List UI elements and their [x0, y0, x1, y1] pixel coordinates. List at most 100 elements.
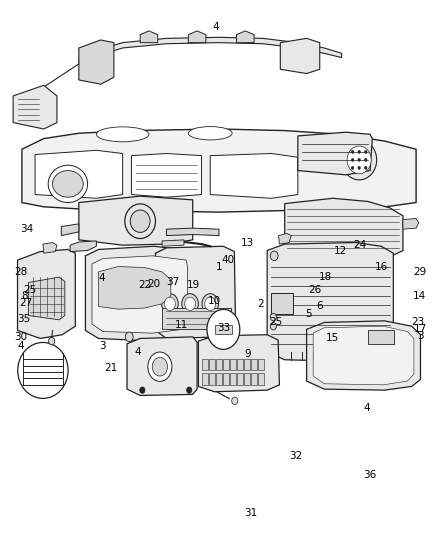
Text: 30: 30 [14, 332, 28, 342]
Text: 13: 13 [241, 238, 254, 247]
Polygon shape [79, 40, 114, 84]
Polygon shape [35, 150, 123, 198]
Text: 3: 3 [99, 342, 106, 351]
Bar [209, 373, 215, 385]
Text: 15: 15 [326, 334, 339, 343]
Text: 14: 14 [413, 291, 426, 301]
Ellipse shape [270, 313, 276, 321]
Text: 34: 34 [21, 224, 34, 234]
Ellipse shape [162, 294, 178, 314]
Ellipse shape [125, 204, 155, 239]
Ellipse shape [358, 150, 360, 154]
Bar [216, 373, 222, 385]
Ellipse shape [351, 166, 354, 169]
Ellipse shape [165, 297, 175, 310]
Text: 4: 4 [212, 22, 219, 31]
Text: 17: 17 [414, 325, 427, 334]
Text: 8: 8 [21, 291, 28, 301]
Ellipse shape [358, 166, 360, 169]
Text: 25: 25 [23, 286, 36, 295]
Text: 12: 12 [334, 246, 347, 255]
Polygon shape [70, 241, 96, 252]
Polygon shape [61, 224, 79, 236]
Ellipse shape [351, 150, 354, 154]
Polygon shape [166, 228, 219, 236]
Text: 28: 28 [14, 267, 28, 277]
Bar [162, 308, 231, 329]
Bar [251, 373, 257, 385]
Ellipse shape [125, 332, 133, 342]
Polygon shape [13, 85, 57, 129]
Polygon shape [79, 196, 193, 245]
Bar [230, 373, 236, 385]
Ellipse shape [347, 146, 371, 174]
Ellipse shape [53, 171, 83, 197]
Polygon shape [307, 321, 420, 390]
Bar [215, 325, 232, 334]
Text: 27: 27 [19, 298, 32, 308]
Polygon shape [18, 249, 75, 338]
Text: 6: 6 [316, 302, 323, 311]
Polygon shape [280, 38, 320, 74]
Text: 36: 36 [364, 471, 377, 480]
Ellipse shape [131, 210, 150, 232]
Text: 22: 22 [138, 280, 151, 290]
Text: 10: 10 [208, 296, 221, 306]
Polygon shape [403, 219, 419, 229]
Ellipse shape [48, 165, 88, 203]
Polygon shape [188, 31, 206, 43]
Text: 25: 25 [269, 318, 283, 327]
Bar [216, 359, 222, 370]
Bar [258, 373, 264, 385]
Polygon shape [155, 246, 236, 338]
Bar [223, 373, 229, 385]
Polygon shape [127, 337, 197, 395]
Polygon shape [298, 132, 372, 175]
Text: 4: 4 [364, 403, 371, 413]
Text: 23: 23 [412, 318, 425, 327]
Text: 29: 29 [413, 267, 426, 277]
Ellipse shape [96, 127, 149, 142]
Text: 4: 4 [134, 347, 141, 357]
Text: 32: 32 [289, 451, 302, 461]
Bar [368, 330, 394, 344]
Ellipse shape [140, 387, 145, 393]
Bar [258, 359, 264, 370]
Text: 4: 4 [18, 342, 25, 351]
Ellipse shape [182, 294, 198, 314]
Ellipse shape [18, 342, 68, 399]
Polygon shape [79, 37, 342, 63]
Text: 4: 4 [98, 273, 105, 283]
Text: 9: 9 [244, 350, 251, 359]
Text: 26: 26 [308, 286, 321, 295]
Ellipse shape [351, 158, 354, 161]
Polygon shape [22, 129, 416, 212]
Ellipse shape [49, 337, 55, 345]
Ellipse shape [205, 297, 215, 310]
Bar [202, 373, 208, 385]
Text: 2: 2 [257, 299, 264, 309]
Ellipse shape [364, 150, 367, 154]
Text: 21: 21 [104, 363, 117, 373]
Ellipse shape [187, 387, 192, 393]
Polygon shape [99, 266, 171, 309]
Bar [237, 359, 243, 370]
Polygon shape [43, 243, 57, 253]
Polygon shape [237, 31, 254, 43]
Bar [244, 359, 250, 370]
Polygon shape [28, 277, 65, 320]
Ellipse shape [184, 297, 195, 310]
Polygon shape [162, 240, 184, 246]
Ellipse shape [232, 397, 238, 405]
Bar [244, 373, 250, 385]
Text: 33: 33 [217, 323, 230, 333]
Polygon shape [267, 243, 393, 361]
Text: 5: 5 [305, 310, 312, 319]
Text: 16: 16 [374, 262, 388, 271]
Ellipse shape [148, 352, 172, 382]
Ellipse shape [270, 322, 276, 330]
Polygon shape [85, 246, 195, 341]
Bar [271, 293, 293, 314]
Text: 1: 1 [215, 262, 223, 271]
Text: 24: 24 [353, 240, 367, 250]
